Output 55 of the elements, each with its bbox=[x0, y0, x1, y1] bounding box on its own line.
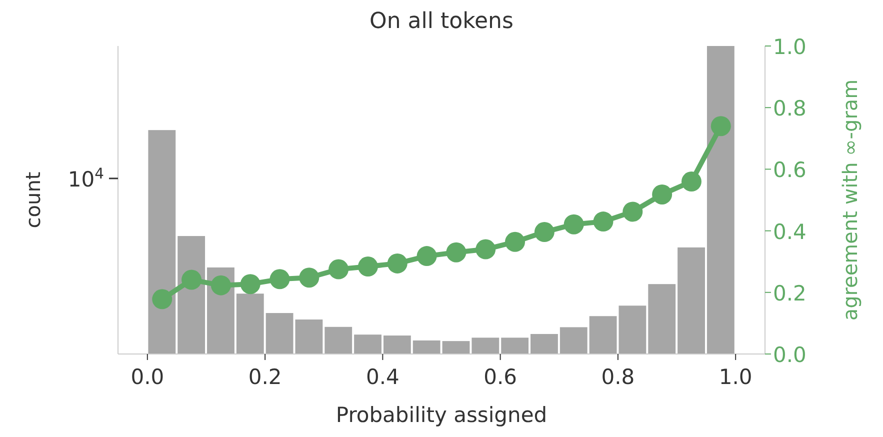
point bbox=[270, 269, 290, 290]
point bbox=[152, 289, 172, 310]
bar bbox=[530, 334, 558, 354]
point bbox=[652, 184, 672, 204]
bar bbox=[589, 316, 617, 354]
y2-tick-label: 0.0 bbox=[773, 343, 806, 367]
bar bbox=[706, 46, 734, 354]
y2-tick-label: 0.2 bbox=[773, 281, 806, 306]
bar bbox=[324, 326, 352, 354]
point bbox=[240, 274, 260, 294]
point bbox=[681, 172, 702, 192]
point bbox=[534, 222, 554, 242]
bar bbox=[560, 327, 588, 354]
bar bbox=[501, 338, 529, 354]
x-tick-label: 1.0 bbox=[718, 365, 752, 389]
point bbox=[564, 214, 584, 234]
bar bbox=[354, 334, 382, 354]
y2-tick-label: 0.8 bbox=[773, 96, 806, 121]
bar bbox=[618, 306, 646, 354]
x-tick-label: 0.0 bbox=[130, 365, 164, 389]
bar bbox=[236, 294, 264, 354]
bar bbox=[472, 338, 500, 354]
point bbox=[622, 202, 643, 222]
bar bbox=[412, 340, 440, 354]
y-axis-title: count bbox=[21, 172, 45, 228]
point bbox=[476, 239, 496, 260]
point bbox=[446, 242, 466, 262]
bar bbox=[678, 247, 705, 354]
point bbox=[593, 212, 614, 232]
x-tick-label: 0.6 bbox=[484, 365, 518, 389]
x-tick-label: 0.4 bbox=[366, 365, 400, 389]
point bbox=[358, 256, 378, 277]
bar bbox=[383, 336, 411, 354]
x-tick-label: 0.8 bbox=[601, 365, 635, 389]
x-tick-label: 0.2 bbox=[248, 365, 282, 389]
x-axis-title: Probability assigned bbox=[336, 403, 548, 427]
point bbox=[416, 246, 437, 266]
y2-tick-label: 1.0 bbox=[773, 35, 806, 59]
y2-axis-title: agreement with ∞-gram bbox=[838, 79, 862, 321]
point bbox=[710, 116, 731, 136]
bar bbox=[266, 313, 294, 354]
bar bbox=[442, 341, 470, 354]
chart-title: On all tokens bbox=[368, 8, 514, 36]
point bbox=[182, 270, 202, 290]
bar bbox=[295, 320, 323, 354]
bar bbox=[648, 284, 676, 354]
point bbox=[210, 275, 231, 296]
point bbox=[299, 268, 320, 288]
y2-tick-label: 0.6 bbox=[773, 158, 806, 182]
y2-tick-label: 0.4 bbox=[773, 220, 806, 244]
text: 10$^{4}$ bbox=[68, 164, 104, 192]
point bbox=[387, 253, 408, 274]
bar bbox=[148, 130, 176, 354]
point bbox=[328, 259, 349, 280]
point bbox=[505, 232, 526, 252]
